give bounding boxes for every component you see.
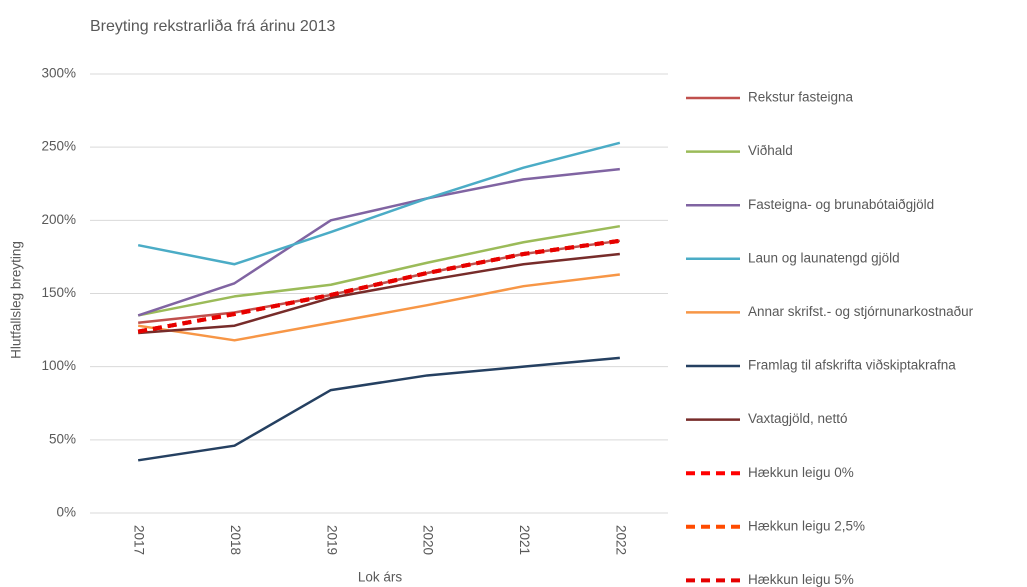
y-tick-label: 300%: [41, 66, 76, 81]
y-tick-label: 200%: [41, 212, 76, 227]
legend-label: Hækkun leigu 5%: [748, 572, 854, 587]
y-tick-label: 0%: [56, 505, 76, 520]
x-tick-label: 2018: [228, 525, 243, 555]
x-tick-label: 2017: [132, 525, 147, 555]
dashed-line: [137, 238, 621, 334]
series-line: [137, 273, 620, 342]
dashed-line: [137, 238, 621, 334]
y-tick-label: 250%: [41, 139, 76, 154]
chart-title: Breyting rekstrarliða frá árinu 2013: [90, 18, 336, 35]
series-line: [137, 141, 621, 266]
legend-label: Fasteigna- og brunabótaiðgjöld: [748, 197, 934, 212]
legend-label: Viðhald: [748, 143, 793, 158]
y-axis-label: Hlutfallsleg breyting: [9, 241, 24, 359]
x-tick-label: 2020: [421, 525, 436, 555]
series-line: [137, 224, 621, 317]
y-tick-label: 150%: [41, 285, 76, 300]
legend-label: Framlag til afskrifta viðskiptakrafna: [748, 358, 956, 373]
series-line: [137, 356, 620, 462]
series-line: [138, 252, 620, 335]
y-tick-label: 100%: [41, 358, 76, 373]
x-tick-label: 2019: [324, 525, 339, 555]
legend-label: Hækkun leigu 2,5%: [748, 518, 865, 533]
dashed-line: [137, 238, 621, 334]
series-line: [138, 239, 621, 325]
x-tick-label: 2022: [613, 525, 628, 555]
x-axis-label: Lok árs: [358, 570, 403, 585]
y-tick-label: 50%: [49, 431, 76, 446]
legend-label: Annar skrifst.- og stjórnunarkostnaður: [748, 304, 974, 319]
legend-label: Laun og launatengd gjöld: [748, 250, 900, 265]
legend-label: Rekstur fasteigna: [748, 90, 854, 105]
legend-label: Vaxtagjöld, nettó: [748, 411, 848, 426]
x-tick-label: 2021: [517, 525, 532, 555]
legend-label: Hækkun leigu 0%: [748, 465, 854, 480]
series-line: [137, 167, 620, 317]
